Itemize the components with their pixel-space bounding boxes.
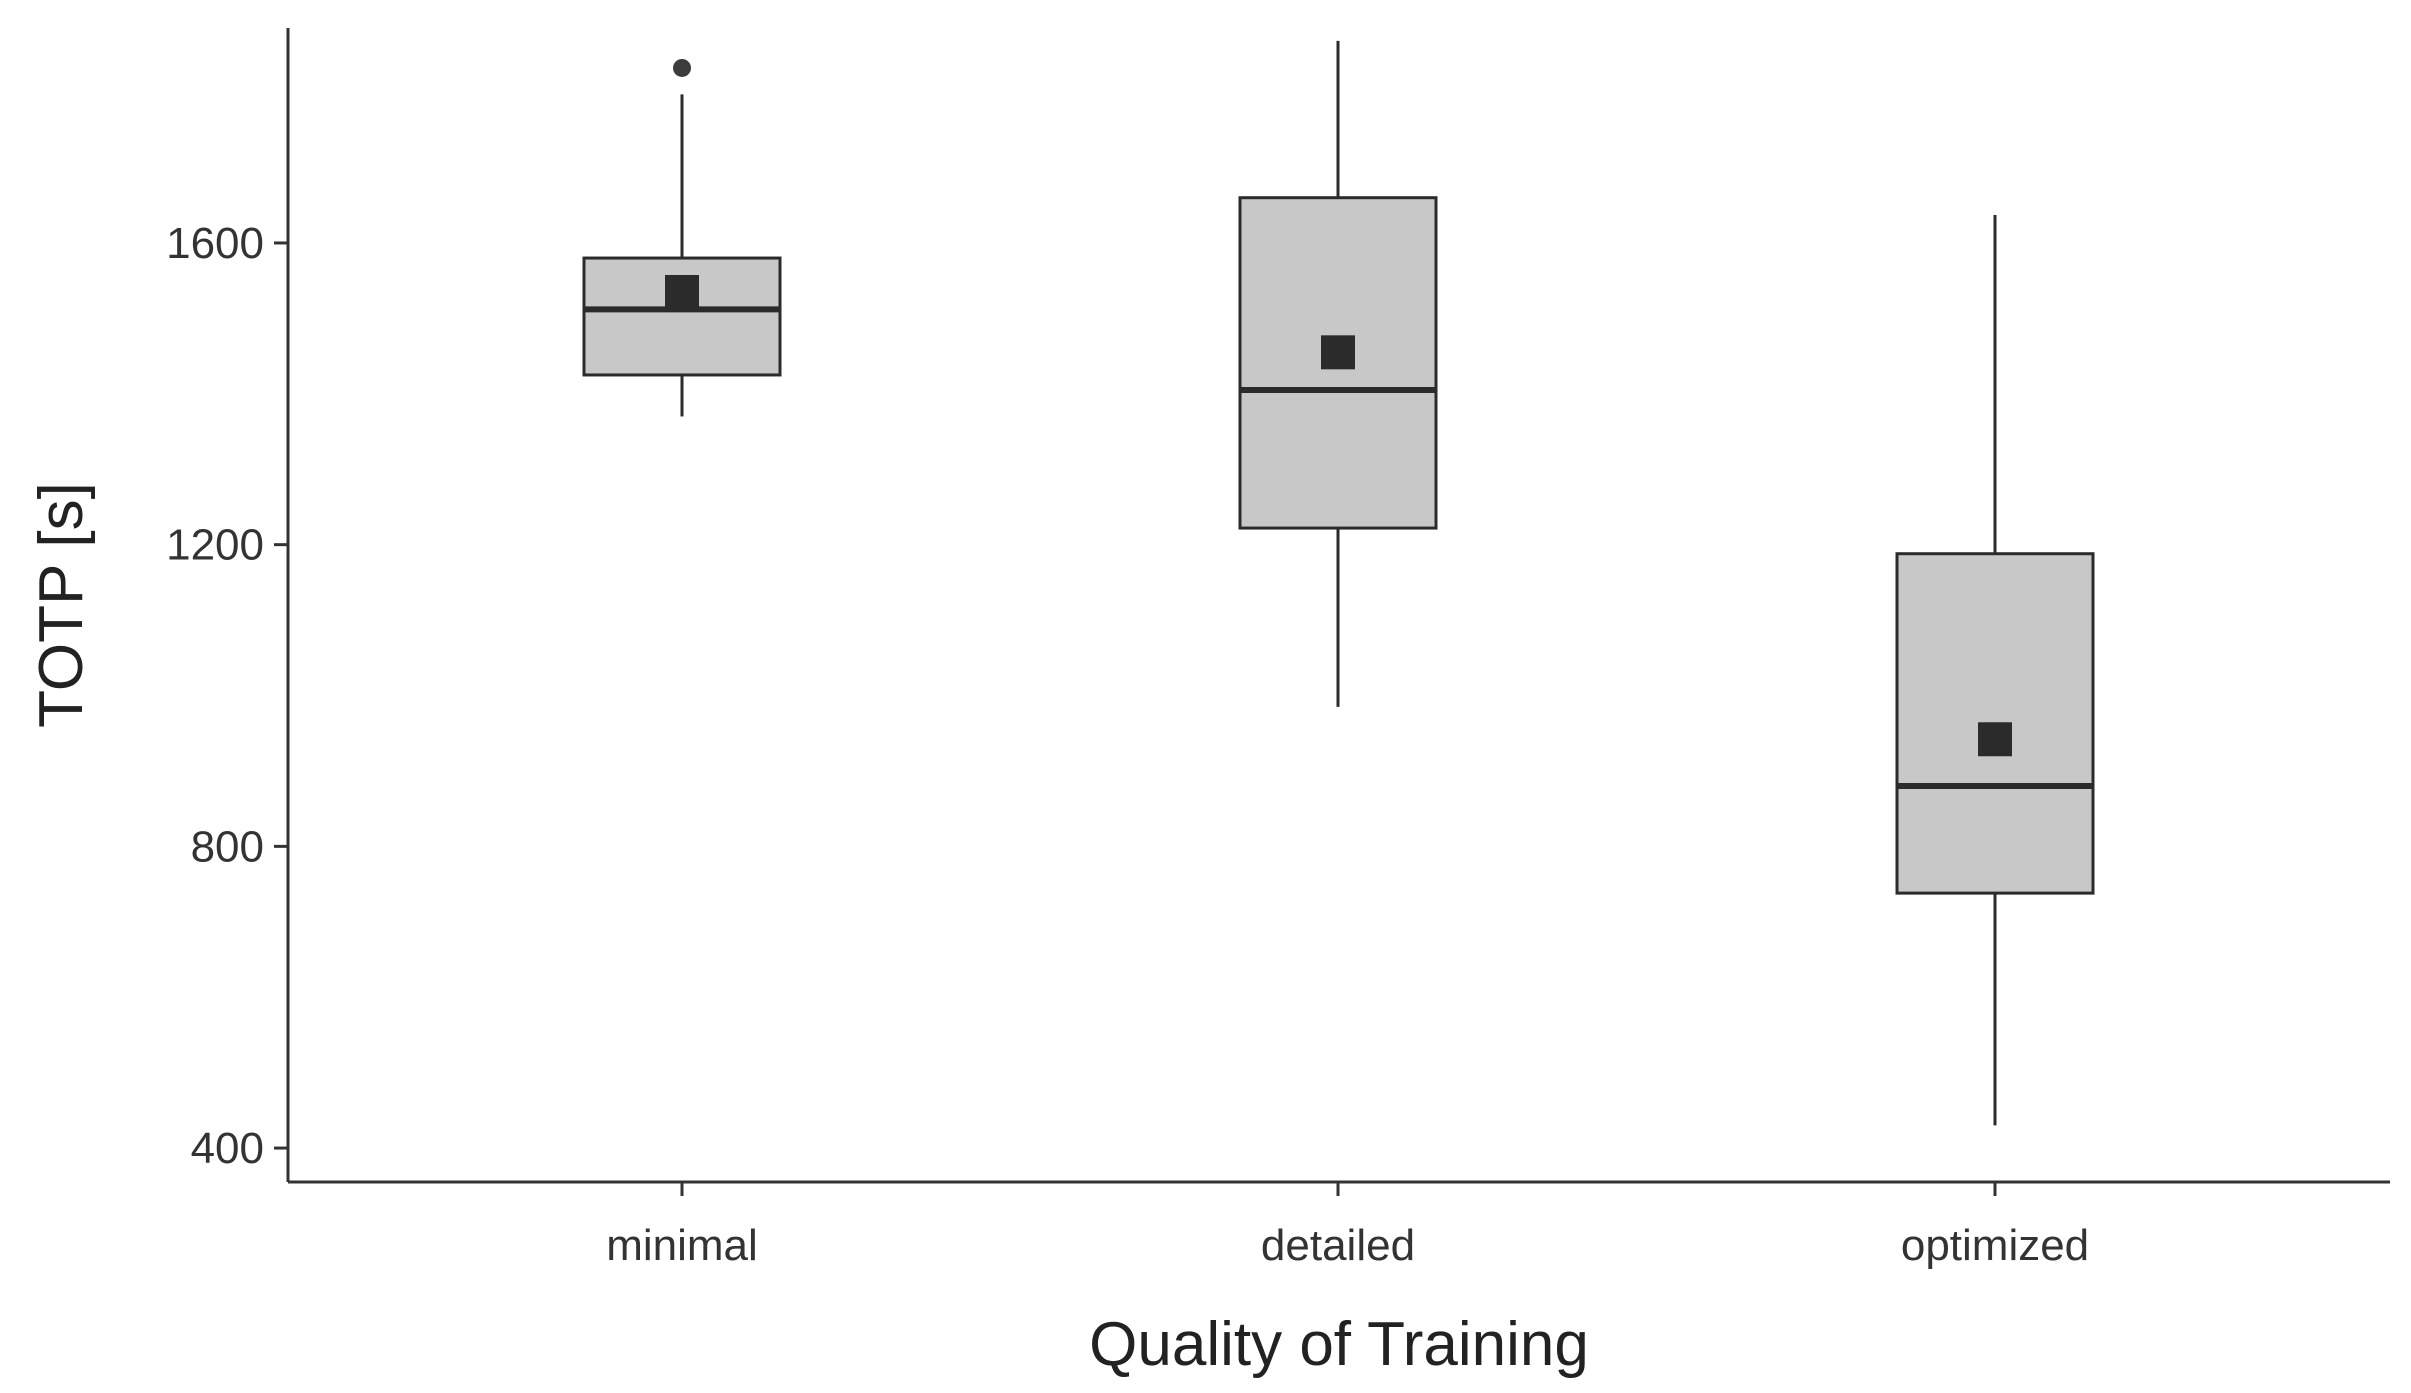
x-axis-title: Quality of Training: [1089, 1310, 1589, 1379]
box-optimized: [1895, 215, 2095, 1126]
x-axis-ticks: minimal detailed optimized: [606, 1182, 2089, 1270]
y-tick-label: 1600: [166, 219, 264, 268]
y-axis-title: TOTP [s]: [27, 482, 96, 728]
box-minimal: [582, 58, 782, 417]
x-tick-label: minimal: [606, 1221, 758, 1270]
mean-marker: [665, 274, 699, 309]
mean-marker: [1978, 722, 2012, 757]
outlier-point: [673, 58, 691, 77]
y-tick-label: 400: [191, 1124, 264, 1173]
y-tick-label: 1200: [166, 521, 264, 570]
y-tick-label: 800: [191, 822, 264, 871]
y-axis-ticks: 400 800 1200 1600: [166, 219, 288, 1173]
x-tick-label: optimized: [1901, 1221, 2089, 1270]
box-detailed: [1238, 40, 1438, 707]
plot-area: [582, 40, 2095, 1126]
x-tick-label: detailed: [1261, 1221, 1415, 1270]
mean-marker: [1321, 335, 1355, 370]
